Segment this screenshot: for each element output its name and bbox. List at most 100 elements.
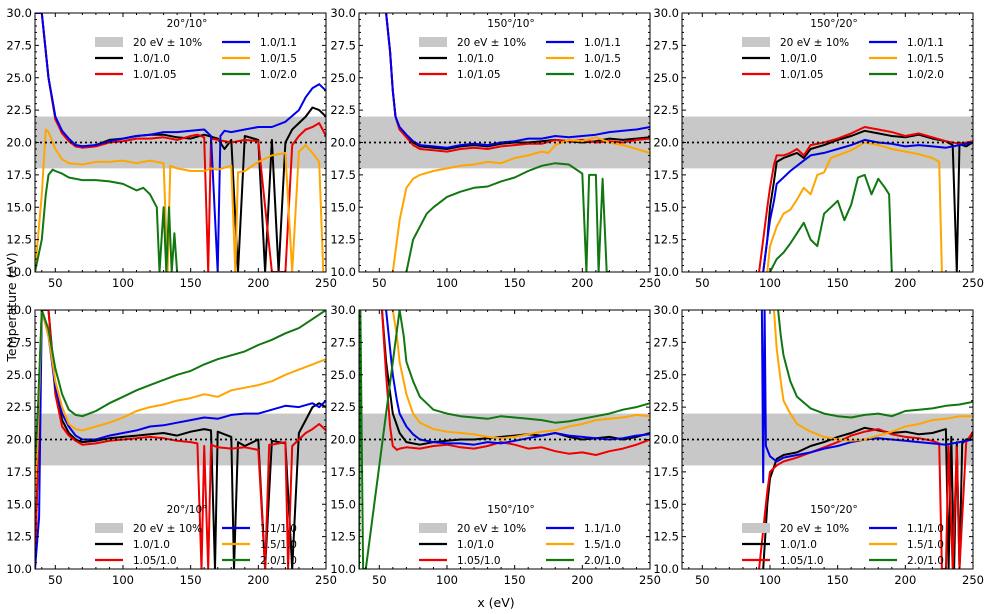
y-tick-label: 25.0 [653, 368, 679, 382]
series-line-orange [773, 310, 973, 442]
y-tick-label: 27.5 [330, 335, 356, 349]
y-tick-label: 12.5 [330, 530, 356, 544]
y-tick-label: 22.5 [653, 103, 679, 117]
series-line-blue [760, 310, 973, 484]
y-tick-label: 17.5 [653, 465, 679, 479]
y-tick-label: 12.5 [330, 233, 356, 247]
x-tick-label: 250 [639, 573, 661, 587]
x-tick-label: 100 [759, 573, 781, 587]
x-tick-label: 100 [112, 573, 134, 587]
x-tick-label: 50 [48, 276, 63, 290]
legend-label: 1.0/1.5 [907, 53, 944, 65]
y-tick-label: 10.0 [6, 265, 32, 279]
legend-label: 1.1/1.0 [260, 523, 297, 535]
legend-label: 2.0/1.0 [260, 555, 297, 567]
x-tick-label: 150 [180, 573, 202, 587]
y-tick-label: 30.0 [6, 303, 32, 317]
panel-1: 50 100 150 200 250 10.0 12.5 15.0 17.5 20.0 22.5 25… [6, 6, 337, 290]
legend-label: 1.0/1.1 [907, 37, 944, 49]
x-tick-label: 50 [372, 573, 387, 587]
y-tick-label: 22.5 [330, 103, 356, 117]
x-tick-label: 50 [695, 573, 710, 587]
y-tick-label: 12.5 [653, 233, 679, 247]
x-tick-label: 150 [827, 276, 849, 290]
y-tick-label: 30.0 [330, 6, 356, 20]
legend-label: 20 eV ± 10% [133, 37, 202, 49]
series-group [35, 310, 326, 569]
y-tick-label: 15.0 [330, 200, 356, 214]
legend-label: 20 eV ± 10% [133, 523, 202, 535]
series-line-blue [35, 13, 326, 272]
series-line-green [777, 310, 973, 419]
panel-6: 50 100 150 200 250 10.0 12.5 15.0 17.5 20.0 22.5 25… [653, 303, 984, 587]
legend-band-swatch [95, 523, 123, 533]
series-line-orange [35, 128, 325, 272]
legend-label: 1.0/1.1 [584, 37, 621, 49]
legend-band-swatch [95, 37, 123, 47]
panel-3: 50 100 150 200 250 10.0 12.5 15.0 17.5 20.0 22.5 25… [653, 6, 984, 290]
legend-label: 1.5/1.0 [907, 539, 944, 551]
legend-band-swatch [419, 37, 447, 47]
series-line-green [35, 310, 326, 466]
y-tick-label: 22.5 [6, 400, 32, 414]
legend-title: 150°/20° [810, 18, 857, 30]
y-tick-label: 30.0 [653, 303, 679, 317]
y-tick-label: 30.0 [6, 6, 32, 20]
y-tick-label: 10.0 [330, 562, 356, 576]
y-tick-label: 15.0 [6, 200, 32, 214]
y-tick-label: 17.5 [330, 168, 356, 182]
y-tick-label: 15.0 [6, 497, 32, 511]
series-line-green [359, 310, 650, 569]
y-tick-label: 22.5 [6, 103, 32, 117]
y-tick-label: 25.0 [6, 368, 32, 382]
y-tick-label: 12.5 [653, 530, 679, 544]
series-line-orange [35, 310, 326, 492]
y-tick-label: 12.5 [6, 233, 32, 247]
y-tick-label: 20.0 [330, 136, 356, 150]
legend-label: 1.1/1.0 [584, 523, 621, 535]
series-line-red [35, 13, 326, 272]
x-tick-label: 100 [436, 573, 458, 587]
series-group [359, 310, 650, 569]
x-tick-label: 250 [962, 276, 984, 290]
x-tick-label: 100 [112, 276, 134, 290]
y-tick-label: 27.5 [653, 335, 679, 349]
series-line-black [35, 310, 326, 569]
panel-4: 50 100 150 200 250 10.0 12.5 15.0 17.5 20.0 22.5 25… [6, 303, 337, 587]
x-axis-label: x (eV) [477, 595, 514, 610]
series-line-red [381, 310, 650, 456]
y-tick-label: 20.0 [330, 433, 356, 447]
legend-label: 1.5/1.0 [584, 539, 621, 551]
x-tick-label: 150 [504, 276, 526, 290]
legend-label: 1.0/1.0 [133, 539, 170, 551]
y-tick-label: 20.0 [653, 136, 679, 150]
x-tick-label: 200 [247, 276, 269, 290]
legend-title: 150°/20° [810, 504, 857, 516]
x-tick-label: 50 [372, 276, 387, 290]
legend-label: 2.0/1.0 [907, 555, 944, 567]
y-tick-label: 25.0 [330, 71, 356, 85]
legend-label: 1.05/1.0 [780, 555, 824, 567]
legend-label: 20 eV ± 10% [780, 523, 849, 535]
y-tick-label: 25.0 [6, 71, 32, 85]
series-line-orange [766, 141, 943, 272]
y-tick-label: 22.5 [330, 400, 356, 414]
y-tick-label: 17.5 [653, 168, 679, 182]
legend-label: 1.1/1.0 [907, 523, 944, 535]
x-tick-label: 250 [639, 276, 661, 290]
series-line-red [758, 126, 973, 272]
legend-label: 20 eV ± 10% [780, 37, 849, 49]
x-tick-label: 200 [571, 573, 593, 587]
y-tick-label: 10.0 [653, 265, 679, 279]
y-tick-label: 20.0 [6, 433, 32, 447]
legend-label: 1.0/1.0 [780, 539, 817, 551]
y-tick-label: 15.0 [330, 497, 356, 511]
y-tick-label: 27.5 [6, 38, 32, 52]
legend-label: 1.0/1.1 [260, 37, 297, 49]
legend-label: 1.0/2.0 [260, 69, 297, 81]
legend-label: 1.5/1.0 [260, 539, 297, 551]
x-tick-label: 200 [894, 573, 916, 587]
legend-label: 1.05/1.0 [457, 555, 501, 567]
x-tick-label: 250 [315, 573, 337, 587]
legend-label: 1.0/1.05 [780, 69, 824, 81]
